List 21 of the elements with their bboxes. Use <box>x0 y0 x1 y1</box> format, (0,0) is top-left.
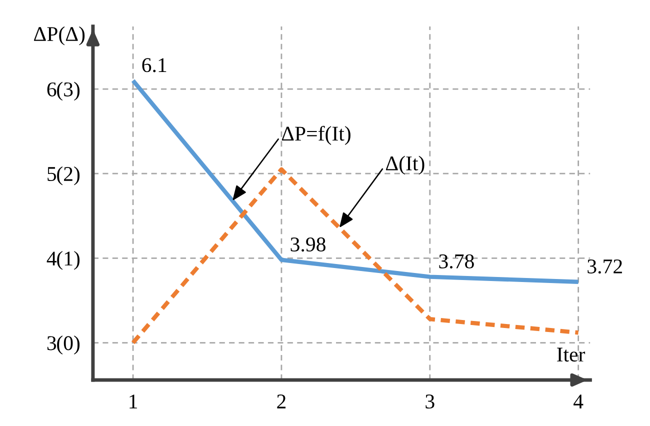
x-tick-label: 4 <box>574 394 584 408</box>
data-label: 6.1 <box>142 58 166 72</box>
y2-tick-label: (3) <box>57 82 80 101</box>
x-tick-label: 1 <box>130 394 137 408</box>
y-tick-label: 6 <box>47 82 56 96</box>
x-tick-label: 2 <box>277 394 286 408</box>
y-tick-label: 5 <box>48 167 56 182</box>
data-label: 3.78 <box>439 254 474 268</box>
data-label: 3.98 <box>290 237 326 252</box>
x-tick-label: 3 <box>426 394 434 409</box>
y2-tick-label: (1) <box>57 250 80 270</box>
y2-tick-label: (0) <box>57 336 80 354</box>
y-axis-title: ΔP(Δ) <box>34 26 85 46</box>
data-label: 3.72 <box>588 259 622 274</box>
annotation: Δ(It) <box>386 156 424 175</box>
annotation: ΔP=f(It) <box>282 126 350 145</box>
x-axis-title: Iter <box>557 348 586 362</box>
line-series <box>130 78 580 284</box>
y-tick-label: 3 <box>47 336 56 350</box>
y2-tick-label: (2) <box>57 166 80 186</box>
y-tick-label: 4 <box>46 252 57 266</box>
